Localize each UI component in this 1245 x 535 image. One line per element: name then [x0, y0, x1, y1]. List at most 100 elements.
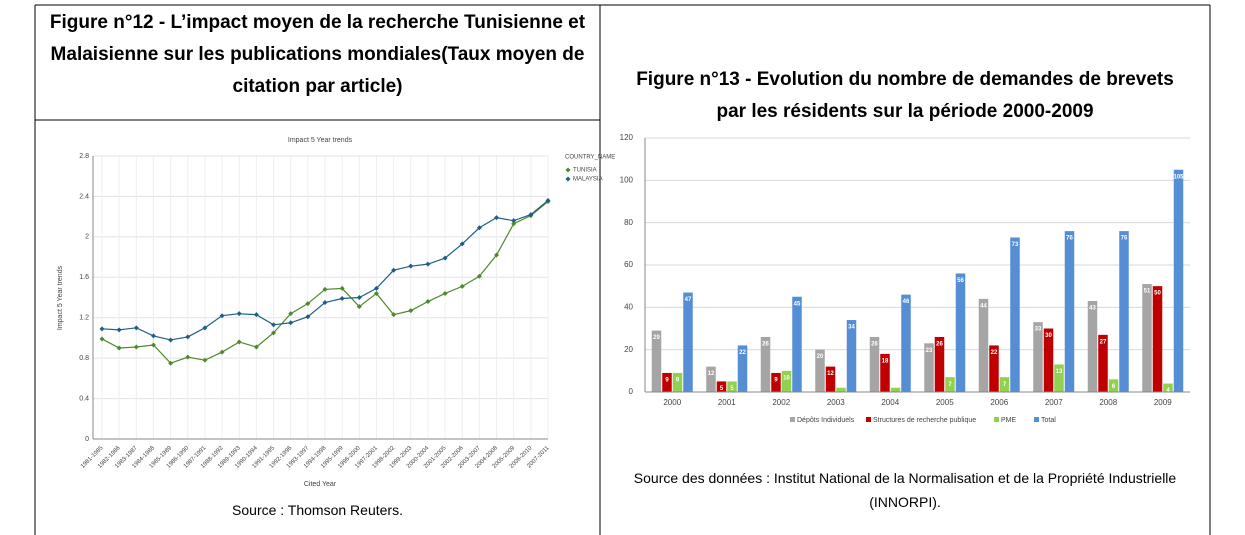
data-label: 105 — [1173, 174, 1184, 180]
bar — [1142, 284, 1152, 392]
bar — [651, 330, 662, 392]
x-axis-label: Cited Year — [304, 481, 337, 488]
point — [425, 261, 431, 267]
point — [116, 345, 122, 351]
data-label: 56 — [957, 278, 964, 284]
bar — [1064, 231, 1075, 392]
bar — [890, 387, 901, 392]
bar — [727, 381, 737, 392]
point — [408, 308, 414, 314]
point — [476, 273, 482, 279]
y-tick-label: 2.8 — [79, 153, 89, 160]
y-tick-label: 0.4 — [79, 395, 89, 402]
bar — [1010, 237, 1020, 392]
bar — [662, 372, 672, 392]
x-tick-label: 2008 — [1099, 398, 1117, 407]
x-tick-label: 2005 — [936, 398, 954, 407]
bar — [836, 387, 846, 392]
data-label: 46 — [903, 299, 910, 305]
point — [150, 342, 156, 348]
point — [494, 252, 500, 258]
data-label: 29 — [653, 335, 660, 341]
point — [288, 311, 294, 317]
source: Source : Thomson Reuters. — [232, 502, 403, 518]
data-label: 23 — [926, 348, 933, 354]
chart-title: Impact 5 Year trends — [288, 137, 353, 144]
data-label: 18 — [882, 358, 889, 364]
bar — [846, 320, 857, 392]
point — [133, 325, 139, 331]
bar — [683, 292, 693, 392]
bar — [737, 345, 748, 392]
data-label: 76 — [1066, 236, 1073, 242]
data-label: 26 — [936, 342, 943, 348]
point — [391, 267, 397, 273]
data-label: 22 — [739, 350, 746, 356]
point — [511, 218, 517, 224]
point — [305, 301, 311, 307]
legend-marker — [866, 417, 871, 422]
point — [219, 313, 225, 319]
point — [408, 263, 414, 269]
y-tick-label: 80 — [624, 218, 633, 227]
point — [442, 290, 448, 296]
point — [168, 337, 174, 343]
legend-label: Total — [1041, 417, 1056, 424]
data-label: 2 — [839, 392, 843, 398]
bar — [945, 377, 955, 392]
point — [459, 283, 465, 289]
y-tick-label: 1.2 — [79, 315, 89, 322]
legend-label: TUNISIA — [573, 168, 597, 174]
data-label: 76 — [1121, 236, 1128, 242]
point — [271, 322, 277, 328]
point — [373, 285, 379, 291]
point — [236, 311, 242, 317]
data-label: 13 — [1056, 369, 1063, 375]
data-label: 34 — [848, 325, 855, 331]
point — [236, 339, 242, 345]
y-tick-label: 0.8 — [79, 355, 89, 362]
bar — [1098, 334, 1108, 392]
data-label: 6 — [1112, 384, 1116, 390]
point — [373, 290, 379, 296]
data-label: 73 — [1012, 242, 1019, 248]
bar — [934, 336, 945, 392]
y-tick-label: 0 — [629, 387, 634, 396]
point — [494, 215, 500, 221]
y-tick-label: 100 — [620, 175, 634, 184]
legend-label: Dépôts Individuels — [797, 417, 855, 424]
bar — [1087, 300, 1098, 392]
bar — [792, 296, 802, 392]
bar — [1119, 231, 1129, 392]
x-tick-label: 2003 — [827, 398, 845, 407]
data-label: 26 — [762, 342, 769, 348]
point — [116, 327, 122, 333]
y-tick-label: 0 — [85, 436, 89, 443]
point — [356, 304, 362, 310]
bar — [1054, 364, 1064, 392]
point — [442, 255, 448, 261]
bar — [825, 366, 836, 392]
figure-heading: Figure n°12 - L’impact moyen de la reche… — [49, 12, 586, 97]
legend-marker — [790, 417, 795, 422]
data-label: 33 — [1035, 327, 1042, 333]
point — [322, 300, 328, 306]
bar — [760, 336, 771, 392]
source: Source des données : Institut National d… — [633, 470, 1177, 510]
x-tick-label: 2004 — [881, 398, 899, 407]
data-label: 12 — [827, 371, 834, 377]
point — [168, 360, 174, 366]
data-label: 26 — [871, 342, 878, 348]
bar — [901, 294, 911, 392]
legend-marker — [565, 176, 571, 182]
legend-label: Structures de recherche publique — [873, 417, 976, 424]
legend-marker — [1034, 417, 1039, 422]
data-label: 10 — [783, 375, 790, 381]
point — [133, 344, 139, 350]
point — [99, 326, 105, 332]
data-label: 4 — [1166, 388, 1170, 394]
point — [271, 330, 277, 336]
data-label: 45 — [794, 301, 801, 307]
